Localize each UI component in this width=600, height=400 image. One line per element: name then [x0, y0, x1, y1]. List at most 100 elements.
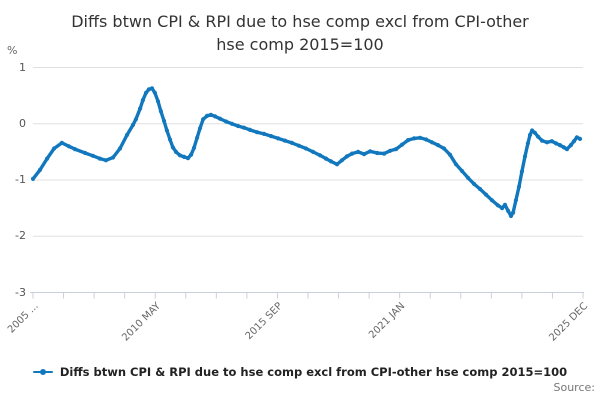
data-point-marker [344, 154, 349, 159]
data-point-marker [66, 144, 71, 149]
data-point-marker [539, 138, 545, 143]
data-point-marker [317, 153, 323, 158]
data-point-marker [161, 118, 167, 123]
data-point-marker [465, 175, 471, 180]
data-point-marker [195, 135, 200, 140]
data-point-marker [527, 132, 533, 138]
y-tick-label--2: -2 [15, 229, 26, 243]
legend[interactable]: Diffs btwn CPI & RPI due to hse comp exc… [0, 362, 600, 382]
data-point-marker [544, 140, 550, 145]
data-point-marker [516, 184, 522, 189]
data-point-marker [30, 176, 36, 181]
data-point-marker [506, 208, 511, 213]
data-point-marker [471, 181, 477, 186]
data-point-marker [418, 135, 423, 140]
data-point-marker [117, 146, 123, 151]
data-point-marker [382, 151, 387, 156]
data-point-marker [296, 143, 301, 148]
y-tick-label-1: 1 [19, 60, 26, 74]
data-point-marker [549, 139, 555, 144]
data-point-marker [143, 90, 149, 95]
data-point-marker [429, 140, 435, 145]
data-point-marker [158, 109, 163, 114]
data-point-marker [510, 210, 516, 215]
data-point-marker [362, 152, 367, 157]
data-point-marker [522, 154, 528, 159]
data-point-marker [167, 137, 173, 142]
data-point-marker [208, 112, 213, 117]
data-point-marker [561, 145, 567, 150]
data-point-marker [170, 145, 175, 150]
data-point-marker [269, 134, 274, 139]
data-point-marker [276, 136, 281, 141]
data-point-marker [424, 137, 429, 142]
data-point-marker [435, 143, 441, 148]
data-point-marker [97, 156, 102, 161]
data-point-marker [495, 203, 500, 208]
data-point-marker [328, 159, 334, 164]
data-point-marker [577, 136, 583, 141]
data-point-marker [303, 146, 309, 151]
data-point-marker [375, 150, 380, 156]
data-point-marker [447, 152, 453, 157]
data-point-marker [37, 167, 43, 172]
data-point-marker [502, 202, 508, 207]
data-point-marker [508, 213, 514, 219]
data-point-marker [368, 149, 373, 154]
data-point-marker [185, 156, 191, 161]
data-point-marker [52, 146, 57, 151]
y-tick-label--1: -1 [15, 173, 26, 186]
data-point-marker [323, 156, 329, 161]
data-point-marker [103, 158, 108, 163]
data-point-marker [229, 121, 235, 126]
data-point-marker [459, 168, 465, 174]
data-point-marker [182, 154, 187, 159]
data-point-marker [441, 146, 447, 151]
data-point-marker [553, 141, 559, 146]
data-point-marker [124, 132, 130, 138]
data-point-marker [394, 147, 399, 152]
data-point-marker [59, 140, 64, 145]
data-point-marker [149, 86, 155, 91]
data-point-marker [557, 143, 563, 148]
chart-title: Diffs btwn CPI & RPI due to hse comp exc… [0, 10, 600, 56]
legend-line-marker [32, 369, 53, 375]
data-point-marker [197, 126, 203, 131]
legend-dot-icon [39, 369, 46, 375]
data-point-marker [130, 122, 136, 127]
data-point-marker [254, 130, 260, 135]
series-line [31, 86, 582, 218]
data-point-marker [513, 198, 519, 203]
data-point-marker [568, 143, 574, 148]
data-point-marker [217, 116, 223, 121]
data-point-marker [110, 155, 116, 160]
data-point-marker [477, 186, 483, 192]
data-point-marker [133, 117, 138, 122]
data-point-marker [356, 149, 361, 154]
data-point-marker [201, 117, 206, 122]
data-point-marker [489, 198, 495, 203]
data-point-marker [191, 145, 197, 150]
data-point-marker [519, 169, 525, 174]
data-point-marker [173, 149, 179, 154]
data-point-marker [350, 151, 355, 156]
data-point-marker [571, 139, 577, 144]
data-point-marker [223, 119, 229, 124]
data-point-marker [241, 125, 247, 130]
data-point-marker [235, 123, 241, 129]
data-point-marker [400, 142, 405, 147]
y-tick-label-0: 0 [19, 116, 26, 130]
data-point-marker [282, 138, 287, 143]
data-point-marker [189, 152, 194, 157]
data-point-marker [45, 156, 50, 161]
data-point-marker [213, 114, 218, 119]
y-tick-label--3: -3 [15, 285, 26, 299]
data-point-marker [138, 106, 143, 111]
y-axis-unit-label: % [7, 44, 18, 57]
data-point-marker [412, 136, 417, 141]
data-point-marker [500, 206, 505, 211]
data-point-marker [536, 134, 541, 139]
data-point-marker [164, 128, 169, 133]
